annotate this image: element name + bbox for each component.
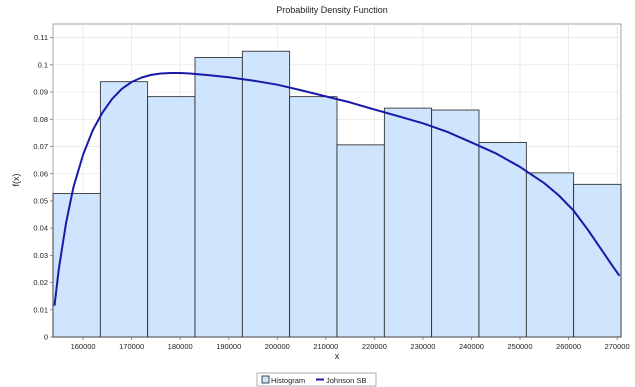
x-tick-label: 180000 <box>168 342 193 351</box>
y-tick-label: 0.1 <box>38 60 48 69</box>
y-tick-label: 0.03 <box>33 251 48 260</box>
x-axis-ticks: 160000 170000 180000 190000 200000 210000 2200… <box>71 337 630 351</box>
y-axis-label: f(x) <box>11 174 21 187</box>
y-tick-label: 0.04 <box>33 224 48 233</box>
histogram-bar <box>573 183 622 338</box>
y-tick-label: 0 <box>44 333 48 342</box>
histogram-bar <box>52 193 101 338</box>
histogram-bar <box>336 144 385 338</box>
x-tick-label: 260000 <box>556 342 581 351</box>
chart-title: Probability Density Function <box>276 5 388 15</box>
x-tick-label: 220000 <box>362 342 387 351</box>
x-axis-label: x <box>335 351 340 361</box>
x-tick-label: 250000 <box>508 342 533 351</box>
x-tick-label: 210000 <box>313 342 338 351</box>
y-axis-ticks: 0 0.01 0.02 0.03 0.04 0.05 0.06 0.07 0.08 0.09 0.1… <box>33 33 53 342</box>
y-tick-label: 0.11 <box>34 33 48 42</box>
x-tick-label: 170000 <box>119 342 144 351</box>
histogram-bar <box>241 50 291 338</box>
johnson-sb-line <box>53 72 621 306</box>
legend-histogram-swatch <box>261 375 270 384</box>
y-tick-label: 0.01 <box>33 305 48 314</box>
x-tick-label: 230000 <box>410 342 435 351</box>
x-tick-label: 200000 <box>265 342 290 351</box>
histogram-bar <box>147 96 196 338</box>
histogram-bar <box>383 107 433 338</box>
legend-histogram-label: Histogram <box>271 376 305 385</box>
y-tick-label: 0.02 <box>33 278 48 287</box>
y-tick-label: 0.09 <box>33 88 48 97</box>
x-tick-label: 240000 <box>459 342 484 351</box>
x-tick-label: 160000 <box>71 342 96 351</box>
y-tick-label: 0.08 <box>33 115 48 124</box>
histogram-bar <box>194 57 243 338</box>
x-tick-label: 190000 <box>216 342 241 351</box>
histogram-bars <box>52 50 622 338</box>
histogram-bar <box>99 81 149 338</box>
histogram-bar <box>478 141 527 338</box>
legend-johnson-sb-label: Johnson SB <box>326 376 366 385</box>
y-tick-label: 0.05 <box>33 197 48 206</box>
histogram-bar <box>525 172 575 338</box>
x-tick-label: 270000 <box>605 342 630 351</box>
y-tick-label: 0.06 <box>33 169 48 178</box>
histogram-bar <box>289 96 338 338</box>
y-tick-label: 0.07 <box>33 142 48 151</box>
johnson-sb-curve <box>53 72 621 306</box>
histogram-bar <box>431 109 480 338</box>
legend: Histogram Johnson SB <box>256 372 377 387</box>
